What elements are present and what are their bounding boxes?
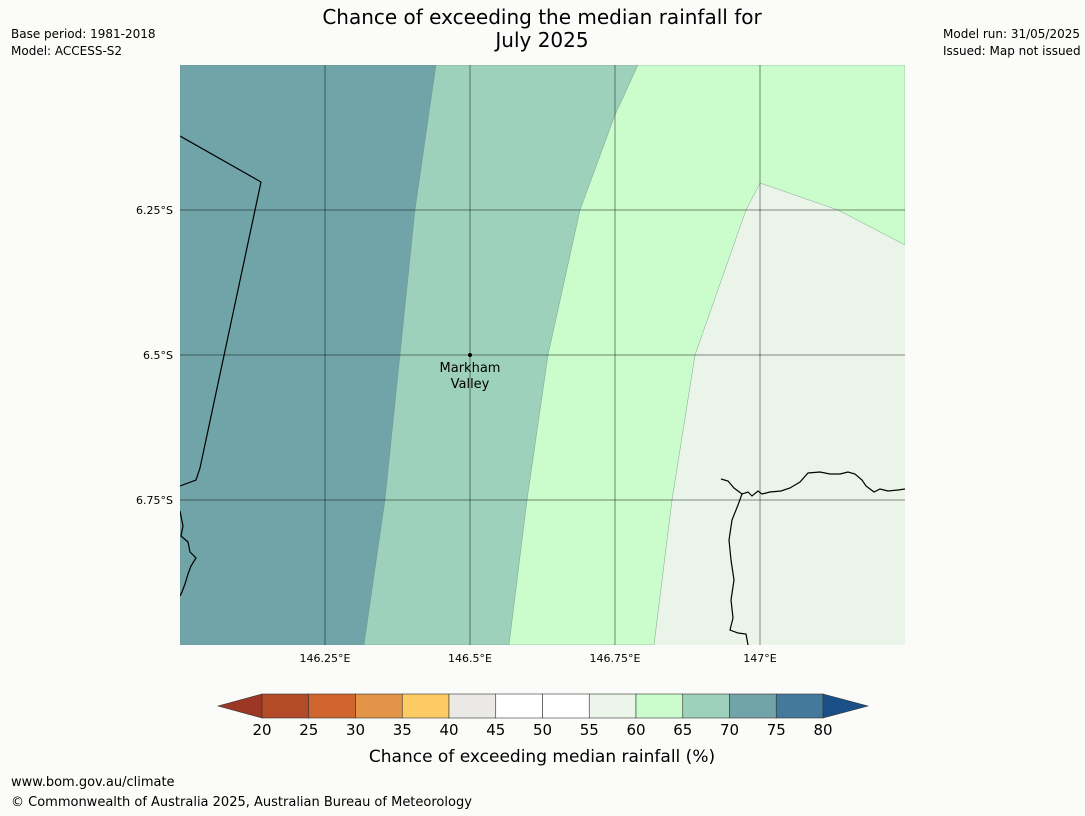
title-line-1: Chance of exceeding the median rainfall …: [322, 5, 762, 29]
colorbar-tick-label: 35: [393, 721, 412, 739]
lat-label-2: 6.5°S: [143, 349, 173, 362]
title-line-2: July 2025: [495, 28, 589, 52]
colorbar-tick-label: 20: [252, 721, 271, 739]
coastline-west: [180, 510, 197, 597]
colorbar-tick-label: 80: [813, 721, 832, 739]
river-line: [728, 493, 749, 645]
colorbar-tick-label: 50: [533, 721, 552, 739]
base-period: Base period: 1981-2018: [11, 27, 156, 41]
colorbar-tick-label: 30: [346, 721, 365, 739]
footer-url[interactable]: www.bom.gov.au/climate: [11, 775, 175, 790]
colorbar-tick-label: 65: [673, 721, 692, 739]
border-line: [180, 135, 262, 487]
header-right: Model run: 31/05/2025 Issued: Map not is…: [943, 26, 1081, 60]
lat-label-3: 6.75°S: [136, 494, 173, 507]
colorbar-cell: [775, 693, 824, 719]
lon-label-2: 146.5°E: [448, 652, 492, 665]
place-label-line-2: Valley: [451, 377, 490, 392]
colorbar-tick-label: 40: [439, 721, 458, 739]
coastline-east: [720, 471, 905, 497]
lon-label-3: 146.75°E: [590, 652, 641, 665]
colorbar-cell: [261, 693, 310, 719]
model-run: Model run: 31/05/2025: [943, 27, 1081, 41]
place-marker: [468, 353, 472, 357]
colorbar-cell: [635, 693, 684, 719]
colorbar-cell: [401, 693, 450, 719]
colorbar-tick-label: 75: [767, 721, 786, 739]
colorbar-under-arrow: [216, 693, 263, 719]
issued-status: Issued: Map not issued: [943, 44, 1081, 58]
colorbar-tick-label: 60: [626, 721, 645, 739]
header-left: Base period: 1981-2018 Model: ACCESS-S2: [11, 26, 156, 60]
colorbar-cells: [261, 693, 824, 719]
colorbar-tick-label: 55: [580, 721, 599, 739]
colorbar-tick-label: 70: [720, 721, 739, 739]
footer: www.bom.gov.au/climate © Commonwealth of…: [11, 773, 472, 813]
colorbar-tick-label: 45: [486, 721, 505, 739]
colorbar-label: Chance of exceeding median rainfall (%): [369, 747, 715, 767]
colorbar: 20 25 30 35 40 45 50 55 60 65 70 75 80 Chance of exc…: [216, 693, 870, 767]
zone-70-75: [180, 65, 437, 645]
lon-label-1: 146.25°E: [300, 652, 351, 665]
footer-copyright: © Commonwealth of Australia 2025, Austra…: [11, 795, 472, 810]
model-name: Model: ACCESS-S2: [11, 44, 123, 58]
colorbar-cell: [682, 693, 730, 719]
lon-label-4: 147°E: [743, 652, 776, 665]
map-title: Chance of exceeding the median rainfall …: [242, 6, 842, 52]
map-area: Markham Valley: [180, 65, 905, 645]
colorbar-over-arrow: [822, 693, 870, 719]
colorbar-tick-label: 25: [299, 721, 318, 739]
colorbar-cell: [542, 693, 590, 719]
colorbar-ticks: 20 25 30 35 40 45 50 55 60 65 70 75 80: [252, 721, 832, 739]
colorbar-cell: [355, 693, 403, 719]
place-label-line-1: Markham: [440, 361, 501, 376]
lat-label-1: 6.25°S: [136, 204, 173, 217]
colorbar-cell: [448, 693, 497, 719]
colorbar-cell: [729, 693, 777, 719]
colorbar-cell: [495, 693, 543, 719]
colorbar-cell: [588, 693, 637, 719]
colorbar-cell: [308, 693, 356, 719]
